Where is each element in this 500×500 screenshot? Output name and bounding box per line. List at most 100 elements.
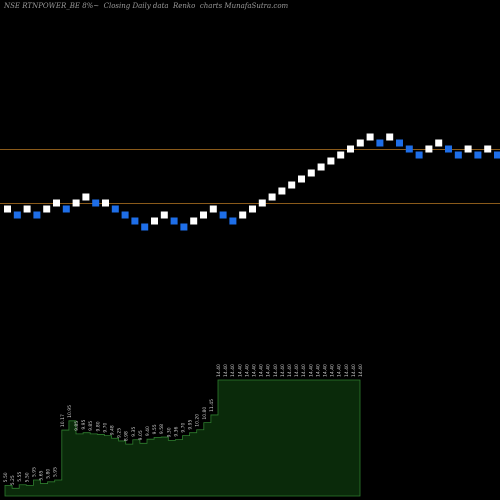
renko-brick xyxy=(43,205,51,213)
price-label: 14.40 xyxy=(358,364,364,377)
price-label: 9.55 xyxy=(152,424,158,434)
renko-brick xyxy=(180,223,188,231)
renko-brick xyxy=(268,193,276,201)
price-label: 9.85 xyxy=(88,421,94,431)
renko-brick xyxy=(317,163,325,171)
renko-brick xyxy=(209,205,217,213)
chart-title: NSE RTNPOWER_BE 8%~ Closing Daily data R… xyxy=(4,2,289,10)
renko-brick xyxy=(327,157,335,165)
renko-brick xyxy=(298,175,305,183)
renko-brick xyxy=(484,145,492,153)
price-label: 9.48 xyxy=(110,425,116,435)
price-label: 8.98 xyxy=(124,431,130,441)
renko-brick xyxy=(229,217,237,225)
price-label: 14.40 xyxy=(351,364,357,377)
price-label: 9.40 xyxy=(145,426,151,436)
price-label: 9.05 xyxy=(138,430,144,440)
price-label: 9.80 xyxy=(95,421,101,431)
price-label: 5.80 xyxy=(46,469,52,479)
renko-brick xyxy=(4,205,11,213)
price-label: 14.40 xyxy=(308,364,314,377)
price-label: 14.40 xyxy=(216,364,222,377)
renko-brick xyxy=(307,169,315,177)
renko-brick xyxy=(454,151,462,159)
price-label: 14.40 xyxy=(259,364,265,377)
renko-brick xyxy=(425,145,433,153)
price-label: 11.45 xyxy=(209,399,215,412)
price-label: 14.40 xyxy=(337,364,343,377)
price-label: 9.95 xyxy=(188,420,194,430)
price-label: 9.58 xyxy=(159,424,165,434)
price-label: 10.17 xyxy=(60,414,66,427)
price-label: 14.40 xyxy=(230,364,236,377)
renko-brick xyxy=(219,211,227,219)
price-label: 5.95 xyxy=(53,467,59,477)
renko-brick xyxy=(435,139,443,147)
renko-brick xyxy=(337,151,345,159)
price-label: 9.36 xyxy=(173,427,179,437)
renko-brick xyxy=(288,181,296,189)
price-label: 5.25 xyxy=(10,475,16,485)
renko-brick xyxy=(200,211,207,219)
renko-brick xyxy=(278,187,286,195)
renko-brick xyxy=(111,205,119,213)
price-label: 5.65 xyxy=(39,470,45,480)
price-label: 5.50 xyxy=(24,472,30,482)
renko-brick xyxy=(474,151,482,159)
price-label: 9.85 xyxy=(74,421,80,431)
price-label: 14.40 xyxy=(252,364,258,377)
price-label: 14.40 xyxy=(223,364,229,377)
price-label: 14.40 xyxy=(330,364,336,377)
renko-brick xyxy=(141,223,149,231)
renko-brick xyxy=(366,133,374,141)
renko-brick xyxy=(190,217,198,225)
price-area xyxy=(4,379,361,497)
price-label: 9.70 xyxy=(102,422,108,432)
renko-brick xyxy=(249,205,256,213)
price-label: 5.50 xyxy=(3,472,9,482)
renko-brick xyxy=(151,217,158,225)
price-label: 9.70 xyxy=(181,422,187,432)
price-label: 14.40 xyxy=(301,364,307,377)
price-label: 9.25 xyxy=(117,428,123,438)
renko-brick xyxy=(405,145,413,153)
renko-brick xyxy=(386,133,394,141)
renko-brick xyxy=(102,199,109,207)
price-label: 9.95 xyxy=(81,420,87,430)
renko-brick xyxy=(445,145,452,153)
renko-brick xyxy=(396,139,403,147)
price-label: 14.40 xyxy=(294,364,300,377)
price-label: 14.40 xyxy=(273,364,279,377)
renko-brick xyxy=(376,139,384,147)
price-label: 14.40 xyxy=(315,364,321,377)
price-label: 14.40 xyxy=(323,364,329,377)
price-label: 10.20 xyxy=(195,414,201,427)
renko-brick xyxy=(131,217,139,225)
renko-brick xyxy=(239,211,247,219)
renko-brick xyxy=(347,145,354,153)
renko-brick xyxy=(53,199,60,207)
price-label: 14.40 xyxy=(244,364,250,377)
price-label: 14.40 xyxy=(280,364,286,377)
price-label: 10.95 xyxy=(67,405,73,418)
price-label: 14.40 xyxy=(344,364,350,377)
price-label: 5.95 xyxy=(31,467,37,477)
renko-brick xyxy=(82,193,90,201)
price-label: 14.40 xyxy=(287,364,293,377)
renko-brick xyxy=(160,211,168,219)
renko-brick xyxy=(170,217,178,225)
renko-brick xyxy=(33,211,41,219)
renko-brick xyxy=(494,151,500,159)
price-label: 9.30 xyxy=(166,427,172,437)
renko-brick xyxy=(72,199,80,207)
price-label: 5.55 xyxy=(17,472,23,482)
renko-brick xyxy=(92,199,100,207)
renko-brick xyxy=(258,199,266,207)
price-label: 14.40 xyxy=(266,364,272,377)
renko-brick xyxy=(62,205,70,213)
renko-brick xyxy=(23,205,31,213)
renko-brick xyxy=(121,211,129,219)
price-label: 9.35 xyxy=(131,427,137,437)
